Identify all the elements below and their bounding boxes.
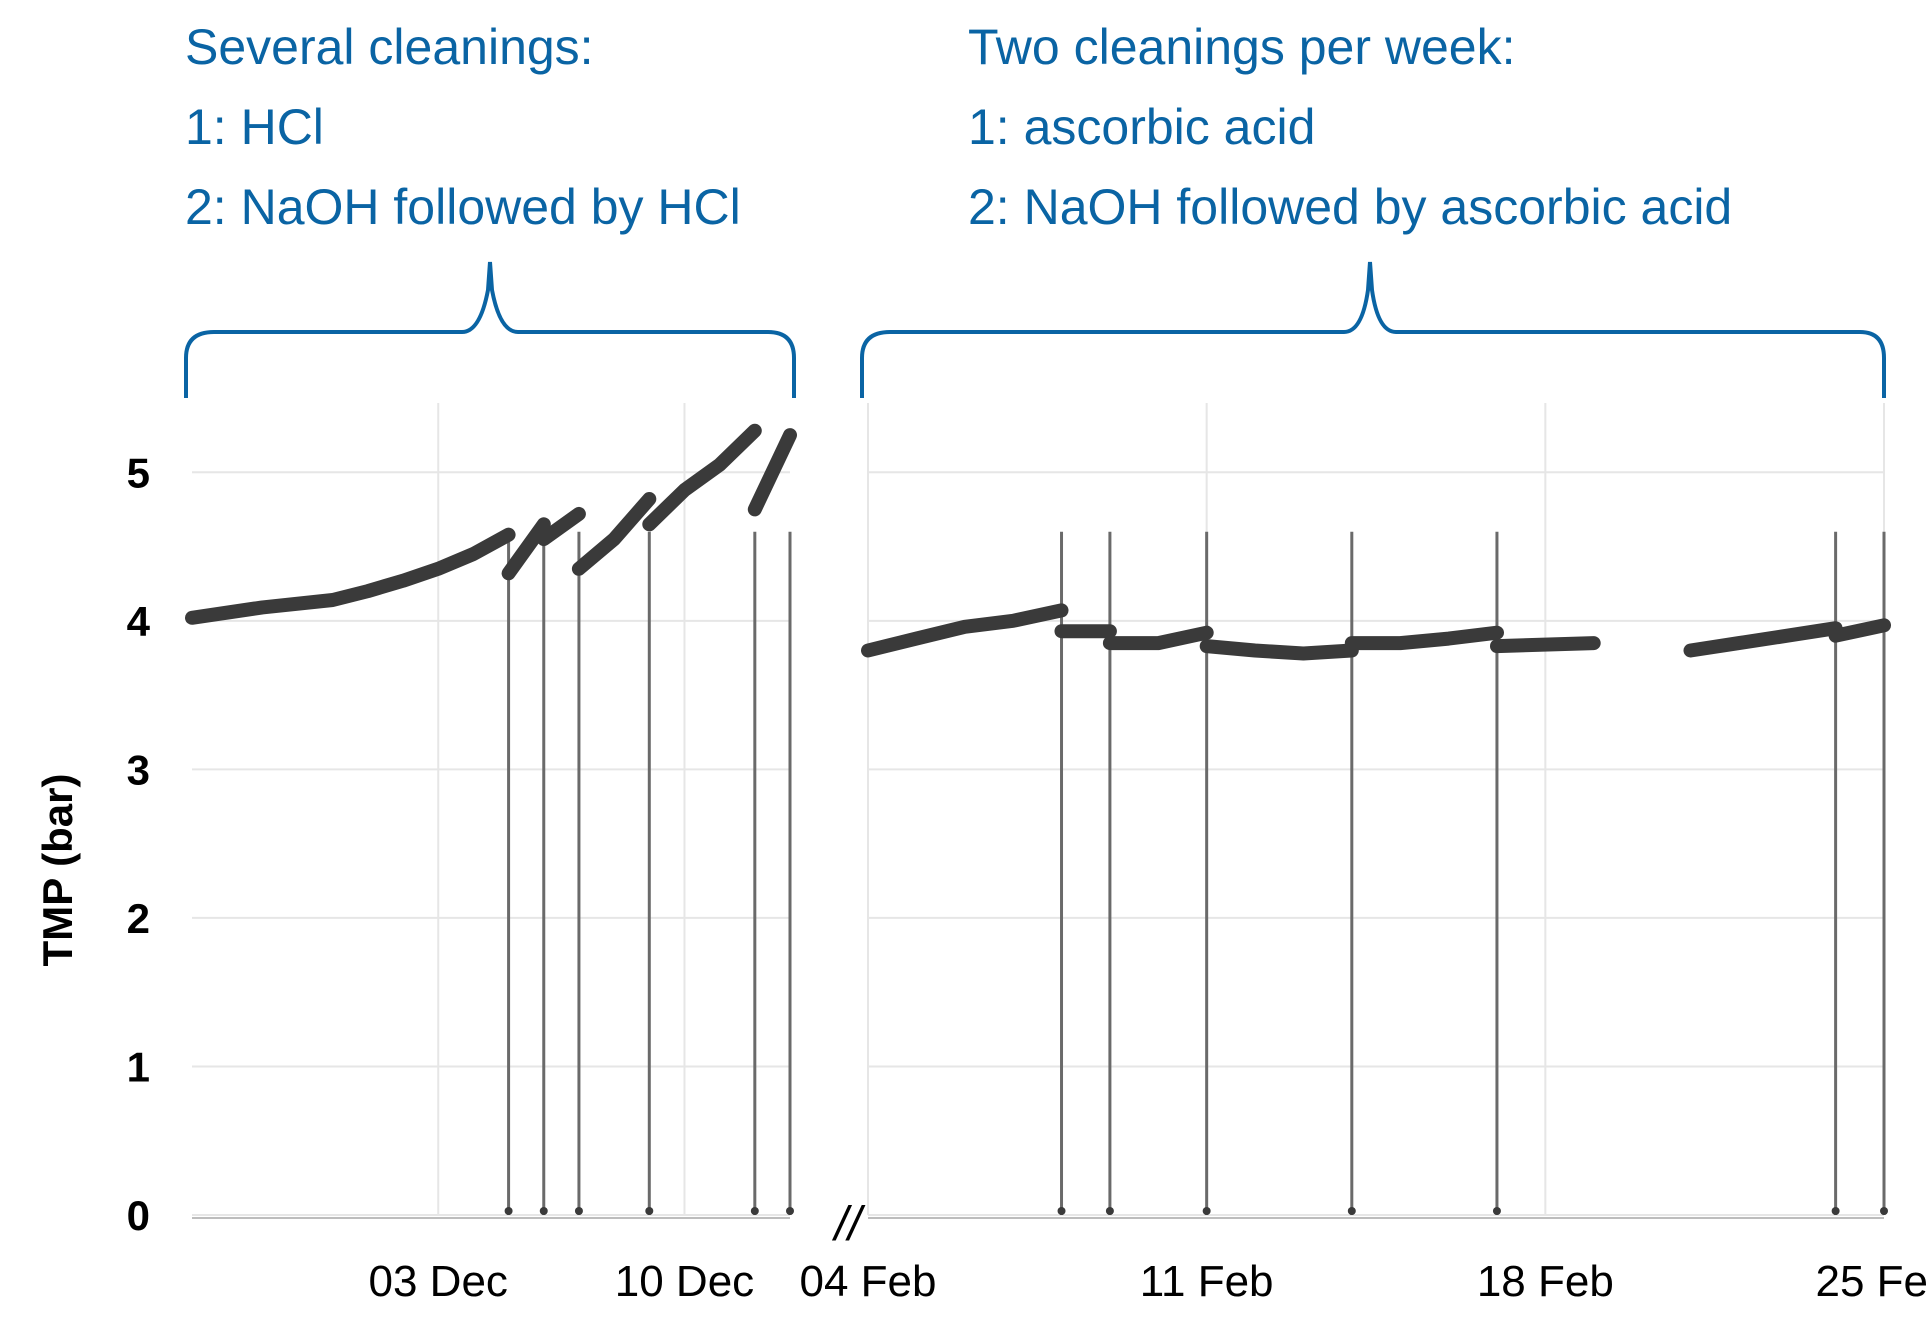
tmp-series-segment-0-3 [571, 492, 657, 576]
cleaning-point-0-0 [504, 1207, 513, 1215]
tmp-series-segment-1-7 [1828, 618, 1891, 643]
cleaning-point-1-4 [1492, 1207, 1501, 1215]
y-tick-label-4: 4 [127, 598, 151, 645]
cleaning-point-1-5 [1831, 1207, 1840, 1215]
cleaning-point-1-0 [1057, 1207, 1066, 1215]
cleaning-point-1-1 [1105, 1207, 1114, 1215]
annotation-right-line-2: 1: ascorbic acid [968, 99, 1316, 155]
annotation-left-line-1: Several cleanings: [185, 19, 594, 75]
y-tick-label-3: 3 [127, 746, 150, 793]
y-tick-label-1: 1 [127, 1043, 150, 1090]
tmp-series-segment-1-6 [1683, 621, 1843, 658]
tmp-series-segment-1-2 [1102, 625, 1214, 651]
tmp-series-segment-1-3 [1199, 639, 1359, 661]
cleaning-point-0-5 [786, 1207, 794, 1215]
cleaning-point-1-2 [1202, 1207, 1211, 1215]
cleaning-point-0-2 [574, 1207, 583, 1215]
x-tick-label-0-1: 10 Dec [615, 1257, 754, 1306]
annotation-right-line-1: Two cleanings per week: [968, 19, 1516, 75]
cleaning-point-0-4 [750, 1207, 759, 1215]
x-tick-label-1-0: 04 Feb [800, 1257, 937, 1306]
tmp-series-segment-1-5 [1490, 636, 1601, 654]
brace-right [860, 261, 1886, 398]
annotation-left-line-3: 2: NaOH followed by HCl [185, 179, 741, 235]
x-tick-label-1-3: 25 Feb [1816, 1257, 1926, 1306]
tmp-series-segment-0-2 [536, 506, 586, 547]
cleaning-point-1-3 [1347, 1207, 1356, 1215]
axis-break-marker: // [832, 1198, 866, 1251]
tmp-series-segment-0-0 [185, 527, 516, 625]
x-tick-label-1-2: 18 Feb [1477, 1257, 1614, 1306]
y-tick-label-0: 0 [127, 1192, 150, 1239]
x-tick-label-0-0: 03 Dec [369, 1257, 508, 1306]
annotation-right-line-3: 2: NaOH followed by ascorbic acid [968, 179, 1733, 235]
tmp-series-segment-0-4 [642, 423, 762, 532]
y-tick-label-2: 2 [127, 895, 150, 942]
y-axis-label: TMP (bar) [34, 774, 81, 967]
tmp-series-segment-0-1 [501, 517, 551, 581]
cleaning-point-0-3 [645, 1207, 654, 1215]
y-tick-label-5: 5 [127, 449, 150, 496]
annotation-left-line-2: 1: HCl [185, 99, 324, 155]
tmp-series-segment-1-0 [861, 603, 1069, 658]
brace-left [184, 261, 796, 398]
cleaning-point-0-1 [539, 1207, 548, 1215]
cleaning-point-1-6 [1880, 1207, 1888, 1215]
tmp-series-segment-0-5 [747, 428, 797, 517]
tmp-series-segment-1-4 [1344, 625, 1504, 651]
x-tick-label-1-1: 11 Feb [1140, 1257, 1274, 1306]
